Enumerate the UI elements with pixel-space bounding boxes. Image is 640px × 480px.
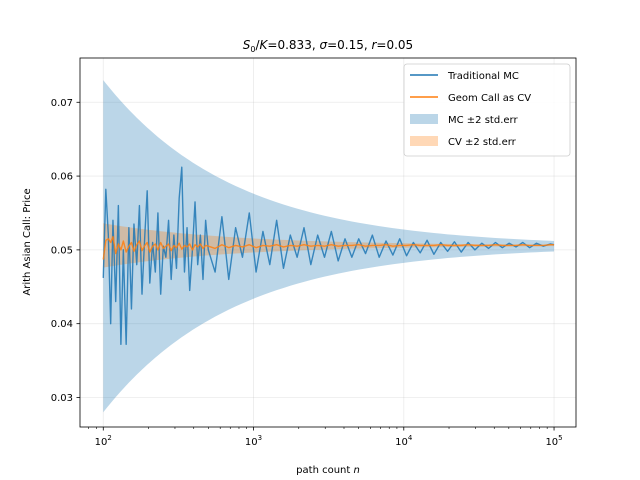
- legend-label-mc-band: MC ±2 std.err: [448, 115, 518, 126]
- legend-swatch-cv-band: [410, 136, 438, 146]
- mc-error-band: [103, 80, 555, 413]
- legend-label-geom-cv: Geom Call as CV: [448, 93, 531, 104]
- x-axis-label: path count n: [296, 465, 360, 476]
- series-lines: [102, 166, 555, 346]
- x-tick-label: 104: [395, 434, 413, 448]
- y-tick-label: 0.05: [51, 245, 73, 256]
- chart-title: S0/K=0.833, σ=0.15, r=0.05: [243, 38, 413, 54]
- legend: Traditional MC Geom Call as CV MC ±2 std…: [403, 63, 571, 157]
- x-tick-label: 105: [545, 434, 562, 448]
- y-axis-label: Arith Asian Call: Price: [22, 188, 33, 295]
- legend-swatch-mc-band: [410, 114, 438, 124]
- y-tick-label: 0.03: [51, 393, 73, 404]
- axes-frame: [79, 57, 577, 428]
- x-tick-label: 102: [95, 434, 112, 448]
- y-tick-label: 0.06: [51, 172, 73, 183]
- traditional-mc-line: [102, 166, 555, 346]
- geom-cv-line: [102, 235, 555, 260]
- x-tick-label: 103: [245, 434, 262, 448]
- y-tick-label: 0.04: [51, 319, 73, 330]
- legend-label-cv-band: CV ±2 std.err: [448, 137, 517, 148]
- legend-label-traditional-mc: Traditional MC: [447, 71, 519, 82]
- legend-box: [403, 63, 571, 157]
- y-tick-label: 0.07: [51, 98, 73, 109]
